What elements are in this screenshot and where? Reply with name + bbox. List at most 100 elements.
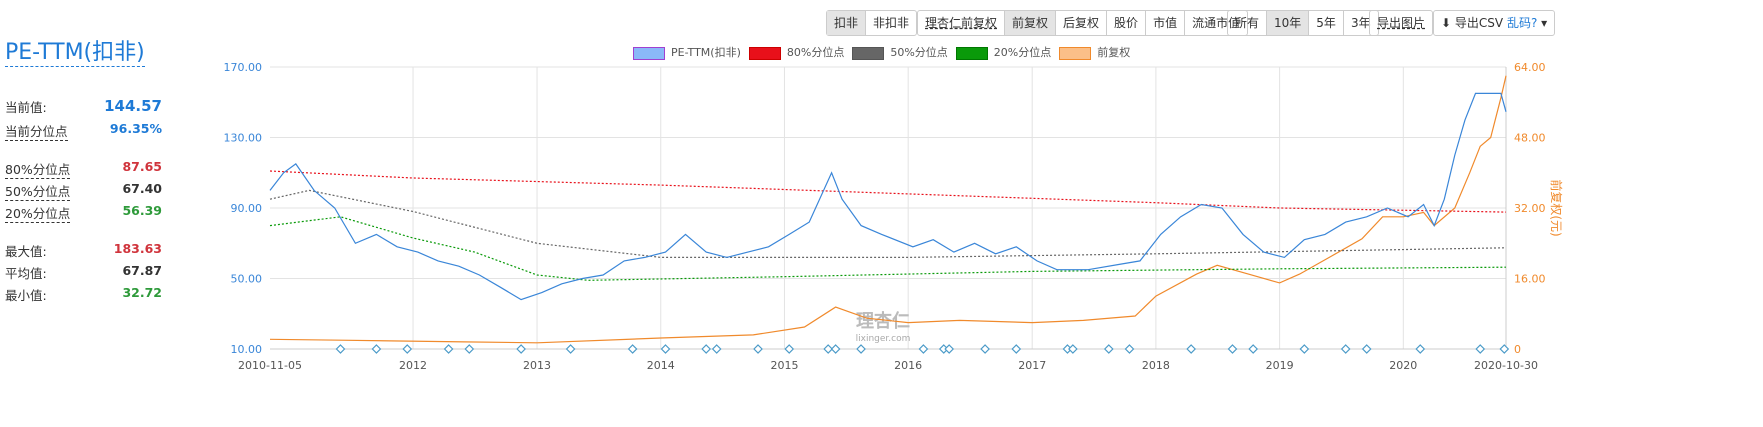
y-left-tick: 10.00	[231, 343, 263, 356]
pe-line	[269, 92, 1507, 301]
legend-label: 80%分位点	[786, 46, 845, 59]
y-right-tick: 0	[1514, 343, 1521, 356]
y-right-tick: 32.00	[1514, 202, 1546, 215]
y-left-tick: 90.00	[231, 202, 263, 215]
stat-value: 96.35%	[109, 121, 162, 136]
y-right-tick: 64.00	[1514, 61, 1546, 74]
y-right-label: 前复权(元)	[1549, 179, 1564, 236]
event-marker-icon	[918, 344, 929, 354]
x-tick: 2012	[399, 359, 427, 372]
price-line	[269, 75, 1507, 344]
stat-label: 20%分位点	[5, 203, 71, 223]
legend-item[interactable]: 20%分位点	[955, 44, 1051, 60]
stat-label: 当前分位点	[5, 121, 68, 141]
toolbar-button[interactable]: 理杏仁前复权	[925, 16, 998, 30]
toolbar-button[interactable]: 流通市值	[1184, 11, 1247, 35]
stat-label: 最小值:	[5, 288, 47, 303]
stat-label: 当前值:	[5, 100, 47, 115]
event-marker-icon	[1248, 344, 1259, 354]
p50-line	[269, 189, 1507, 258]
stat-label: 50%分位点	[5, 181, 71, 201]
y-right-tick: 16.00	[1514, 273, 1546, 286]
y-left-tick: 50.00	[231, 273, 263, 286]
stat-row: 最大值: 183.63	[5, 241, 162, 260]
event-marker-icon	[1299, 344, 1310, 354]
legend-swatch	[955, 46, 988, 60]
event-marker-icon	[660, 344, 671, 354]
stat-row: 当前分位点 96.35%	[5, 121, 162, 141]
event-marker-icon	[335, 344, 346, 354]
event-marker-icon	[516, 344, 526, 354]
event-marker-icon	[464, 344, 475, 354]
export-image-button[interactable]: 导出图片	[1369, 10, 1434, 36]
x-tick: 2016	[894, 359, 922, 372]
event-marker-icon	[1227, 344, 1238, 354]
event-marker-icon	[1068, 344, 1078, 354]
stat-value: 183.63	[113, 241, 162, 256]
p80-line	[269, 170, 1507, 213]
stat-value: 56.39	[122, 203, 162, 218]
x-tick: 2019	[1266, 359, 1294, 372]
event-marker-icon	[565, 344, 576, 354]
legend-swatch	[1059, 46, 1092, 60]
x-tick: 2015	[770, 359, 798, 372]
x-tick: 2013	[523, 359, 551, 372]
caret-down-icon[interactable]: ▾	[1541, 16, 1548, 30]
stat-value: 144.57	[104, 97, 162, 115]
page-title[interactable]: PE-TTM(扣非)	[5, 40, 145, 67]
toolbar-button[interactable]: 5年	[1308, 11, 1343, 35]
stat-row: 80%分位点 87.65	[5, 159, 162, 179]
toolbar-button[interactable]: 后复权	[1055, 11, 1106, 35]
event-marker-icon	[1011, 344, 1022, 354]
toolbar-button[interactable]: 扣非	[827, 11, 866, 35]
event-marker-icon	[443, 344, 454, 354]
deduct-toggle-group: 扣非 非扣非	[826, 10, 918, 36]
event-marker-icon	[784, 344, 795, 354]
toolbar-button[interactable]: 所有	[1235, 16, 1260, 30]
stat-value: 32.72	[122, 285, 162, 300]
y-left-tick: 170.00	[224, 61, 263, 74]
toolbar-button[interactable]: 3年	[1342, 11, 1378, 35]
stat-row: 50%分位点 67.40	[5, 181, 162, 201]
stat-value: 87.65	[122, 159, 162, 174]
toolbar-button[interactable]: 市值	[1145, 11, 1184, 35]
export-csv-button[interactable]: ⬇ 导出CSV 乱码? ▾	[1433, 10, 1556, 36]
price-type-group: 理杏仁前复权 前复权 后复权 股价 市值 流通市值	[917, 10, 1249, 36]
stat-row: 最小值: 32.72	[5, 285, 162, 304]
event-marker-icon	[627, 344, 638, 354]
stat-row: 平均值: 67.87	[5, 263, 162, 282]
event-marker-icon	[701, 344, 712, 354]
x-tick: 2010-11-05	[238, 359, 302, 372]
legend-label: 前复权	[1097, 46, 1131, 59]
x-tick: 2018	[1142, 359, 1170, 372]
legend-item[interactable]: 50%分位点	[852, 44, 948, 60]
toolbar-button[interactable]: 前复权	[1004, 11, 1056, 35]
range-group: 所有 10年 5年 3年	[1227, 10, 1379, 36]
legend-item[interactable]: PE-TTM(扣非)	[633, 44, 741, 60]
chart-legend: PE-TTM(扣非) 80%分位点 50%分位点 20%分位点 前复权	[633, 44, 1130, 60]
event-marker-icon	[1361, 344, 1372, 354]
export-csv-label: 导出CSV	[1454, 16, 1504, 30]
toolbar-button[interactable]: 10年	[1266, 11, 1309, 35]
legend-item[interactable]: 前复权	[1059, 44, 1130, 60]
event-marker-icon	[944, 344, 955, 354]
p20-line	[269, 216, 1507, 281]
stat-value: 67.87	[122, 263, 162, 278]
toolbar-button[interactable]: 股价	[1106, 11, 1145, 35]
x-tick: 2017	[1018, 359, 1046, 372]
x-tick: 2014	[647, 359, 675, 372]
event-marker-icon	[830, 344, 841, 354]
event-marker-icon	[711, 344, 722, 354]
event-marker-icon	[1340, 344, 1351, 354]
y-right-tick: 48.00	[1514, 132, 1546, 145]
stat-label: 最大值:	[5, 244, 47, 259]
event-marker-icon	[1103, 344, 1114, 354]
toolbar-button[interactable]: 非扣非	[865, 11, 916, 35]
stat-value: 67.40	[122, 181, 162, 196]
event-marker-icon	[1499, 344, 1510, 354]
watermark-url: lixinger.com	[856, 334, 911, 344]
event-marker-icon	[1475, 344, 1486, 354]
legend-item[interactable]: 80%分位点	[748, 44, 845, 60]
garbled-link[interactable]: 乱码?	[1506, 16, 1538, 30]
